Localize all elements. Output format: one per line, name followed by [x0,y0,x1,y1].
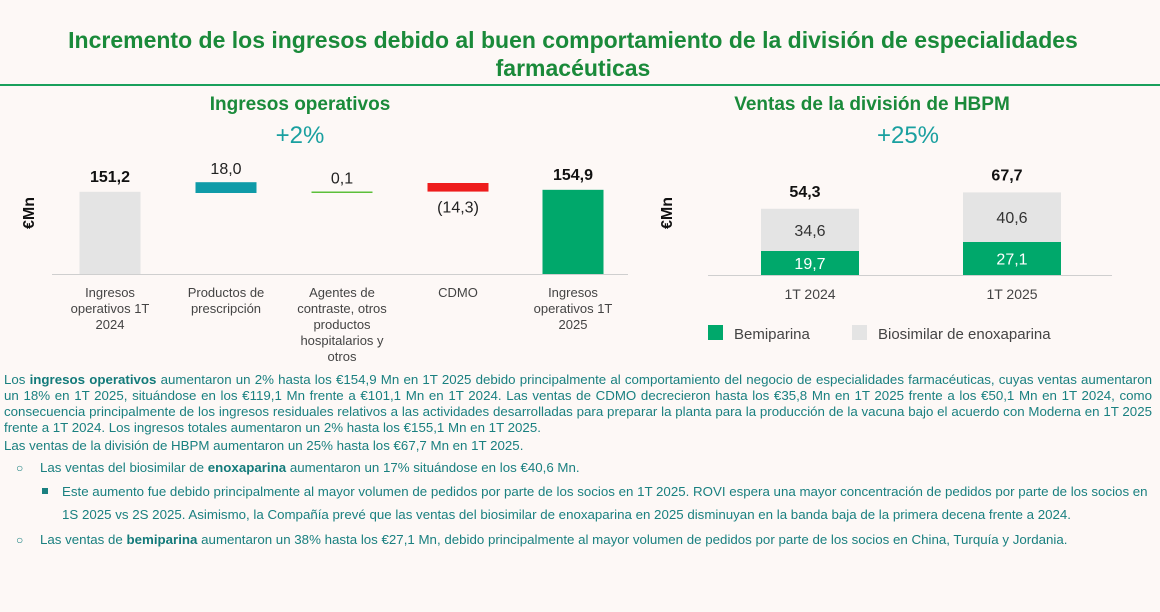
tick-label: 1T 2025 [986,286,1037,302]
commentary: Los ingresos operativos aumentaron un 2%… [4,372,1152,548]
data-label: (14,3) [437,200,479,217]
tick-label: hospitalarios y [300,333,384,348]
bar [427,183,489,192]
chart1-growth: +2% [275,122,325,149]
tick-label: Agentes de [309,285,375,300]
chart2-growth: +25% [876,122,940,149]
chart2-title: Ventas de la división de HBPM [734,94,1010,115]
tick-label: Ingresos [85,285,135,300]
bar-segment [963,192,1061,242]
segment-label: 40,6 [996,210,1027,227]
data-label: 151,2 [90,169,130,186]
bar-segment [963,241,1061,275]
bar-segment [761,208,859,251]
tick-label: CDMO [438,285,478,300]
tick-label: Productos de [188,285,265,300]
legend-swatch [708,325,723,340]
tick-label: Ingresos [548,285,598,300]
subbullet-enoxaparina: Este aumento fue debido principalmente a… [4,480,1152,526]
bar-segment [761,250,859,275]
segment-label: 19,7 [794,256,825,273]
total-label: 67,7 [991,167,1022,184]
tick-label: productos [313,317,371,332]
bar [79,191,141,274]
data-label: 0,1 [331,171,353,188]
bar [311,191,373,193]
tick-label: 1T 2024 [784,286,835,302]
tick-label: otros [328,349,357,364]
bar [542,189,604,274]
segment-label: 34,6 [794,223,825,240]
tick-label: operativos 1T [71,301,150,316]
paragraph-ingresos: Los ingresos operativos aumentaron un 2%… [4,372,1152,435]
page-title: Incremento de los ingresos debido al bue… [68,27,1078,81]
legend-label: Biosimilar de enoxaparina [878,326,1051,343]
title-divider [0,84,1160,86]
tick-label: prescripción [191,301,261,316]
tick-label: 2025 [559,317,588,332]
paragraph-hbpm: Las ventas de la división de HBPM aument… [4,438,524,453]
tick-label: contraste, otros [297,301,387,316]
data-label: 18,0 [210,161,241,178]
legend-label: Bemiparina [734,326,811,343]
stacked-bar-chart: 19,7 34,6 54,3 1T 2024 27,1 40,6 67,7 1T 2025 Be… [708,167,1112,343]
tick-label: 2024 [96,317,125,332]
data-label: 154,9 [553,167,593,184]
segment-label: 27,1 [996,251,1027,268]
bullet-enoxaparina: ○ Las ventas del biosimilar de enoxaparin… [16,460,580,475]
legend-swatch [852,325,867,340]
bar [195,182,257,193]
chart1-title: Ingresos operativos [209,94,391,115]
bullet-bemiparina: ○ Las ventas de bemiparina aumentaron un … [16,532,1068,547]
tick-label: operativos 1T [534,301,613,316]
total-label: 54,3 [789,184,820,201]
